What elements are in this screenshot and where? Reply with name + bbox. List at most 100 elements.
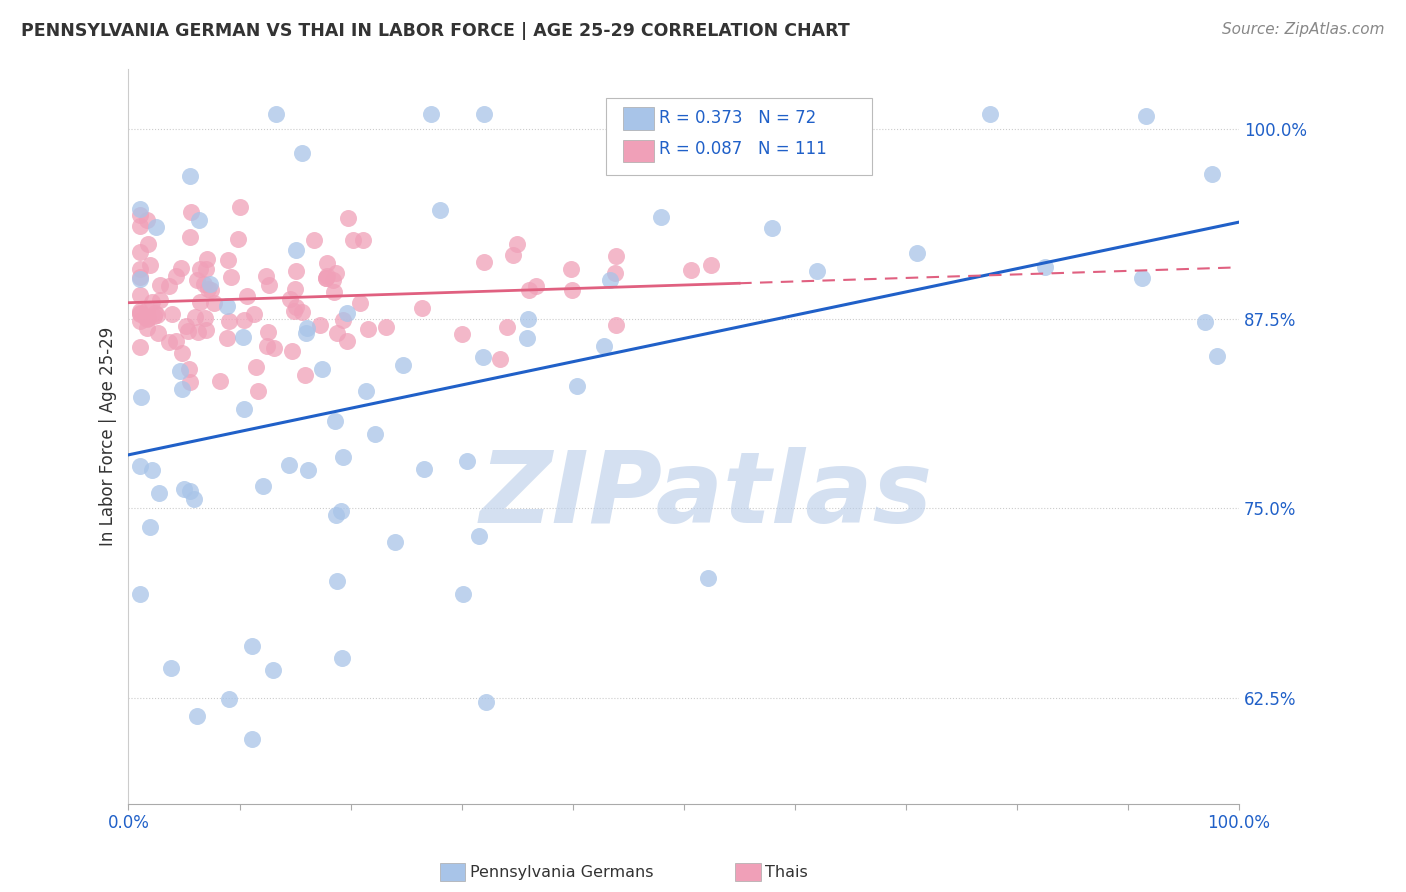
Point	[336, 211, 359, 226]
Point	[1135, 109, 1157, 123]
Point	[243, 307, 266, 321]
Point	[128, 314, 150, 328]
Point	[232, 330, 254, 344]
Point	[603, 266, 626, 280]
Point	[451, 587, 474, 601]
Point	[188, 212, 211, 227]
Point	[353, 233, 375, 247]
Point	[134, 310, 156, 324]
Point	[245, 359, 267, 374]
Point	[139, 520, 162, 534]
Point	[806, 264, 828, 278]
Point	[179, 484, 201, 499]
Point	[186, 708, 208, 723]
Point	[412, 462, 434, 476]
Point	[354, 384, 377, 398]
Point	[149, 293, 172, 307]
Point	[233, 402, 256, 417]
Point	[188, 261, 211, 276]
Point	[283, 304, 305, 318]
Point	[157, 334, 180, 349]
Point	[375, 319, 398, 334]
Point	[128, 245, 150, 260]
Point	[496, 320, 519, 334]
Point	[979, 107, 1001, 121]
Point	[263, 342, 285, 356]
Point	[247, 384, 270, 399]
Point	[332, 312, 354, 326]
Point	[325, 326, 347, 341]
Point	[468, 529, 491, 543]
Point	[330, 650, 353, 665]
Point	[309, 318, 332, 333]
Point	[419, 107, 441, 121]
Point	[146, 326, 169, 340]
Point	[173, 482, 195, 496]
Point	[143, 309, 166, 323]
Point	[200, 284, 222, 298]
Point	[128, 288, 150, 302]
Point	[332, 450, 354, 464]
Point	[128, 208, 150, 222]
Point	[136, 212, 159, 227]
Point	[179, 375, 201, 389]
Point	[761, 220, 783, 235]
Point	[291, 305, 314, 319]
Point	[141, 295, 163, 310]
FancyBboxPatch shape	[606, 98, 872, 175]
Point	[560, 262, 582, 277]
Point	[128, 307, 150, 321]
Point	[226, 232, 249, 246]
Point	[451, 327, 474, 342]
Point	[277, 458, 299, 472]
Point	[471, 350, 494, 364]
Point	[297, 463, 319, 477]
Point	[295, 326, 318, 341]
Point	[128, 270, 150, 285]
Point	[128, 306, 150, 320]
Point	[456, 454, 478, 468]
Point	[905, 246, 928, 260]
Point	[357, 322, 380, 336]
FancyBboxPatch shape	[623, 140, 654, 162]
Point	[128, 219, 150, 233]
Point	[336, 306, 359, 320]
Point	[170, 382, 193, 396]
Point	[519, 283, 541, 297]
Point	[136, 236, 159, 251]
Point	[325, 508, 347, 522]
Point	[349, 296, 371, 310]
Point	[294, 368, 316, 382]
Point	[157, 279, 180, 293]
Point	[516, 312, 538, 326]
Point	[128, 262, 150, 277]
Point	[215, 299, 238, 313]
Point	[240, 731, 263, 746]
Point	[605, 318, 627, 333]
Point	[229, 201, 252, 215]
Point	[145, 220, 167, 235]
Point	[146, 308, 169, 322]
Point	[384, 535, 406, 549]
Point	[280, 343, 302, 358]
Point	[128, 202, 150, 216]
Point	[315, 271, 337, 285]
Point	[169, 364, 191, 378]
Point	[502, 248, 524, 262]
Point	[240, 639, 263, 653]
Text: Source: ZipAtlas.com: Source: ZipAtlas.com	[1222, 22, 1385, 37]
Point	[278, 292, 301, 306]
Point	[506, 236, 529, 251]
Point	[315, 255, 337, 269]
Point	[284, 282, 307, 296]
Point	[179, 169, 201, 184]
Point	[700, 258, 723, 272]
Point	[218, 314, 240, 328]
Text: R = 0.373   N = 72: R = 0.373 N = 72	[659, 109, 817, 127]
Point	[489, 351, 512, 366]
Point	[195, 252, 218, 266]
Point	[323, 414, 346, 428]
Point	[290, 146, 312, 161]
Point	[183, 491, 205, 506]
Point	[325, 266, 347, 280]
